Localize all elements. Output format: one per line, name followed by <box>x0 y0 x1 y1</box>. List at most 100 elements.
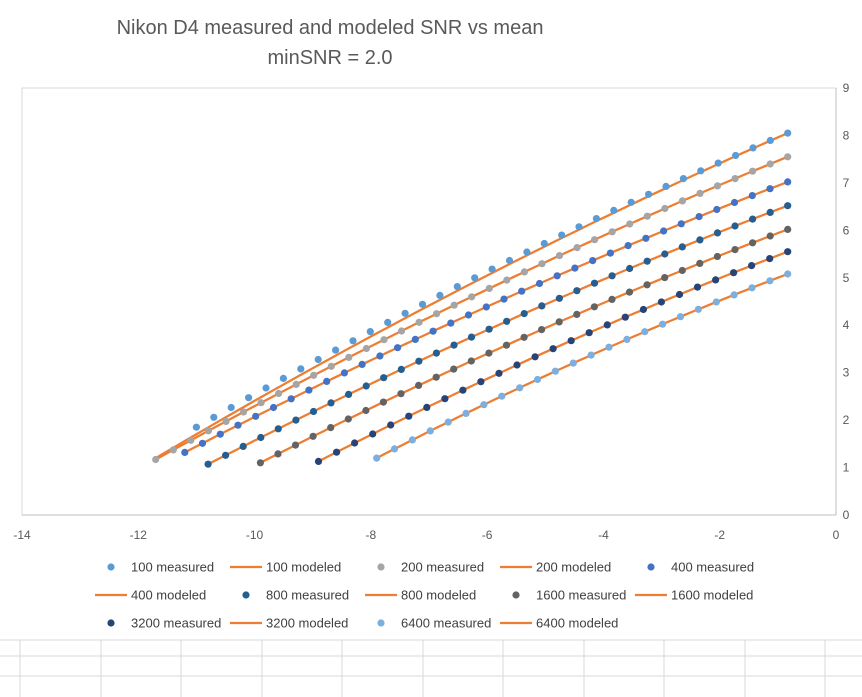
measured-point-400 <box>695 213 703 221</box>
measured-point-800 <box>749 215 757 223</box>
measured-point-100 <box>297 365 305 373</box>
measured-point-400 <box>340 369 348 377</box>
measured-point-400 <box>660 227 668 235</box>
legend-marker-swatch <box>512 591 520 599</box>
legend: 100 measured 100 modeled 200 measured 200 m… <box>95 560 754 631</box>
measured-point-1600 <box>608 295 616 303</box>
measured-point-1600 <box>678 266 686 275</box>
measured-point-3200 <box>585 329 593 337</box>
measured-point-6400 <box>462 409 470 417</box>
measured-point-100 <box>192 423 200 431</box>
measured-point-200 <box>204 427 212 435</box>
legend-label: 6400 modeled <box>536 616 618 631</box>
measured-point-800 <box>327 399 335 407</box>
measured-point-800 <box>397 365 405 373</box>
measured-point-6400 <box>694 305 703 313</box>
measured-point-200 <box>643 212 651 220</box>
measured-point-100 <box>262 384 270 392</box>
measured-point-800 <box>520 310 528 318</box>
measured-point-200 <box>450 301 458 309</box>
measured-point-1600 <box>397 390 405 398</box>
measured-point-1600 <box>731 246 739 254</box>
measured-point-400 <box>606 249 615 257</box>
measured-point-1600 <box>415 381 423 389</box>
measured-point-1600 <box>362 406 370 415</box>
x-tick-labels: -14 -12 -10 -8 -6 -4 -2 0 <box>13 528 839 542</box>
measured-point-200 <box>555 252 564 260</box>
measured-point-800 <box>731 222 739 230</box>
measured-point-1600 <box>309 432 317 440</box>
y-tick-label: 9 <box>843 81 850 95</box>
measured-point-100 <box>332 346 340 354</box>
measured-point-200 <box>468 293 476 301</box>
measured-point-3200 <box>712 276 720 284</box>
measured-point-400 <box>305 386 313 394</box>
measured-point-100 <box>575 223 583 231</box>
measured-point-200 <box>503 276 511 284</box>
measured-point-3200 <box>784 248 792 256</box>
x-tick-label: -8 <box>366 528 377 542</box>
measured-point-1600 <box>291 441 300 449</box>
measured-point-100 <box>418 300 427 308</box>
measured-point-6400 <box>551 367 560 375</box>
measured-point-800 <box>590 279 599 287</box>
measured-point-1600 <box>713 252 722 261</box>
measured-point-100 <box>401 309 409 317</box>
measured-point-6400 <box>641 328 649 336</box>
measured-point-200 <box>591 236 599 244</box>
measured-point-200 <box>415 318 423 326</box>
measured-point-3200 <box>766 255 774 263</box>
legend-label: 800 modeled <box>401 588 476 603</box>
measured-point-100 <box>436 291 444 299</box>
measured-point-100 <box>749 144 757 152</box>
measured-point-400 <box>518 287 526 295</box>
measured-point-800 <box>450 341 458 349</box>
measured-point-100 <box>453 283 461 291</box>
measured-point-200 <box>275 389 283 398</box>
measured-point-3200 <box>351 439 359 447</box>
measured-point-3200 <box>621 313 629 321</box>
legend-marker-swatch <box>107 563 115 571</box>
measured-point-6400 <box>676 313 685 321</box>
measured-point-800 <box>257 433 265 442</box>
measured-point-800 <box>274 425 282 433</box>
measured-point-3200 <box>441 395 449 403</box>
measured-point-100 <box>366 328 374 336</box>
y-tick-label: 6 <box>843 223 850 237</box>
measured-point-3200 <box>675 290 684 299</box>
legend-label: 200 modeled <box>536 560 611 575</box>
measured-point-3200 <box>567 337 575 345</box>
measured-point-800 <box>573 287 581 295</box>
measured-point-1600 <box>520 333 528 341</box>
measured-point-3200 <box>369 430 377 438</box>
measured-point-800 <box>643 257 651 265</box>
measured-point-400 <box>216 430 224 438</box>
x-tick-label: -4 <box>598 528 609 542</box>
measured-point-6400 <box>748 284 756 292</box>
measured-point-200 <box>520 268 529 276</box>
measured-point-400 <box>730 198 739 207</box>
measured-point-400 <box>198 439 207 447</box>
modeled-line-800 <box>207 204 789 466</box>
measured-point-400 <box>589 257 597 265</box>
measured-point-1600 <box>344 415 352 423</box>
measured-point-6400 <box>480 401 488 409</box>
measured-point-800 <box>467 333 476 341</box>
legend-label: 800 measured <box>266 588 349 603</box>
measured-point-800 <box>784 202 792 210</box>
x-tick-label: -6 <box>482 528 493 542</box>
measured-point-100 <box>245 394 253 402</box>
measured-point-3200 <box>639 305 648 314</box>
measured-point-200 <box>713 182 722 190</box>
measured-point-1600 <box>643 281 651 289</box>
measured-point-400 <box>784 178 792 186</box>
measured-point-100 <box>349 337 357 345</box>
y-tick-label: 1 <box>843 461 850 475</box>
measured-point-1600 <box>327 424 335 432</box>
measured-point-200 <box>397 327 406 335</box>
measured-point-100 <box>662 182 670 190</box>
measured-point-400 <box>500 295 508 303</box>
x-tick-label: -2 <box>714 528 725 542</box>
measured-point-800 <box>222 451 230 459</box>
measured-point-200 <box>766 160 774 168</box>
